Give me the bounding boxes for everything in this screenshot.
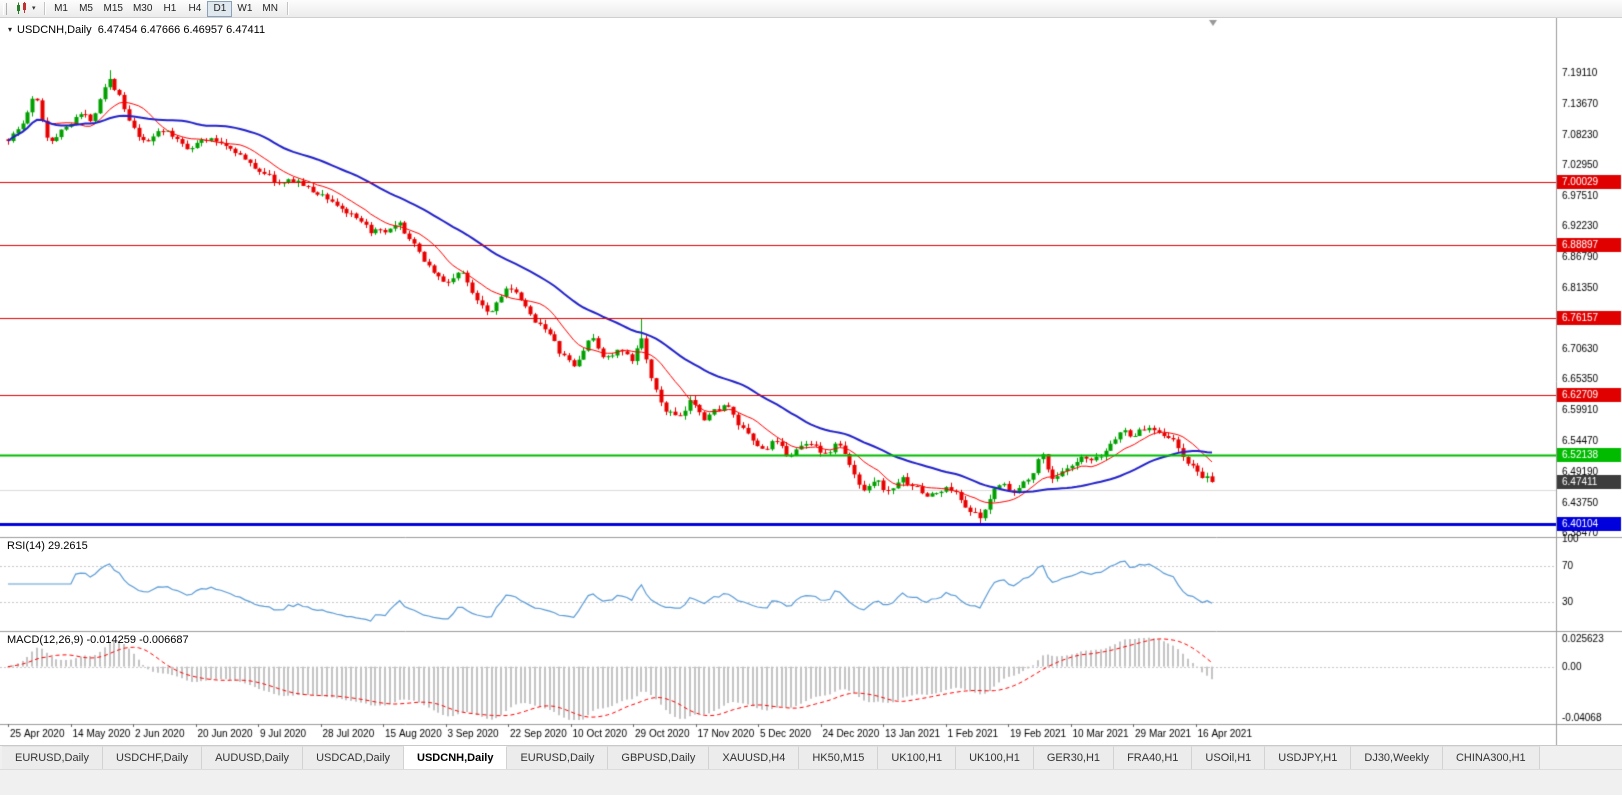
chevron-down-icon: ▾	[32, 5, 36, 12]
chart-tab-fra40-h1[interactable]: FRA40,H1	[1114, 746, 1193, 769]
price-chart-canvas[interactable]	[0, 18, 1622, 745]
chart-tab-usdcad-daily[interactable]: USDCAD,Daily	[303, 746, 405, 769]
timeframe-button-d1[interactable]: D1	[207, 0, 233, 17]
candlestick-chart-icon	[17, 2, 26, 14]
chart-tab-eurusd-daily[interactable]: EURUSD,Daily	[507, 746, 609, 769]
timeframe-toolbar: ▾ M1 M5 M15 M30 H1 H4 D1 W1 MN	[0, 0, 1622, 18]
chart-area: ▾ USDCNH,Daily 6.47454 6.47666 6.46957 6…	[0, 18, 1622, 745]
chart-tab-gbpusd-daily[interactable]: GBPUSD,Daily	[608, 746, 710, 769]
chart-tab-ger30-h1[interactable]: GER30,H1	[1033, 746, 1115, 769]
chart-tab-uk100-h1[interactable]: UK100,H1	[878, 746, 957, 769]
timeframe-button-m30[interactable]: M30	[128, 1, 157, 17]
chart-tab-china300-h1[interactable]: CHINA300,H1	[1442, 746, 1540, 769]
chart-type-button[interactable]: ▾	[11, 1, 40, 17]
chart-tab-xauusd-h4[interactable]: XAUUSD,H4	[709, 746, 800, 769]
toolbar-separator	[286, 2, 288, 15]
timeframe-button-m1[interactable]: M1	[49, 1, 74, 17]
chart-tab-audusd-daily[interactable]: AUDUSD,Daily	[202, 746, 304, 769]
chart-tab-uk100-h1[interactable]: UK100,H1	[956, 746, 1034, 769]
chart-tab-usdjpy-h1[interactable]: USDJPY,H1	[1265, 746, 1352, 769]
chart-tab-bar: EURUSD,Daily USDCHF,Daily AUDUSD,Daily USDC…	[0, 745, 1622, 769]
window-bottom-strip	[0, 769, 1622, 795]
chart-tab-hk50-m15[interactable]: HK50,M15	[799, 746, 879, 769]
timeframe-button-w1[interactable]: W1	[232, 1, 257, 17]
chart-tab-usdchf-daily[interactable]: USDCHF,Daily	[102, 746, 203, 769]
timeframe-button-h4[interactable]: H4	[182, 1, 207, 17]
toolbar-separator	[43, 2, 45, 15]
toolbar-grip[interactable]	[3, 2, 7, 15]
timeframe-button-m5[interactable]: M5	[74, 1, 99, 17]
chart-tab-dj30-weekly[interactable]: DJ30,Weekly	[1351, 746, 1443, 769]
timeframe-button-h1[interactable]: H1	[157, 1, 182, 17]
timeframe-button-mn[interactable]: MN	[257, 1, 283, 17]
chart-tab-usdcnh-daily[interactable]: USDCNH,Daily	[404, 746, 508, 769]
chart-tab-eurusd-daily[interactable]: EURUSD,Daily	[2, 746, 103, 769]
chart-tab-usoil-h1[interactable]: USOil,H1	[1192, 746, 1266, 769]
timeframe-button-m15[interactable]: M15	[99, 1, 128, 17]
